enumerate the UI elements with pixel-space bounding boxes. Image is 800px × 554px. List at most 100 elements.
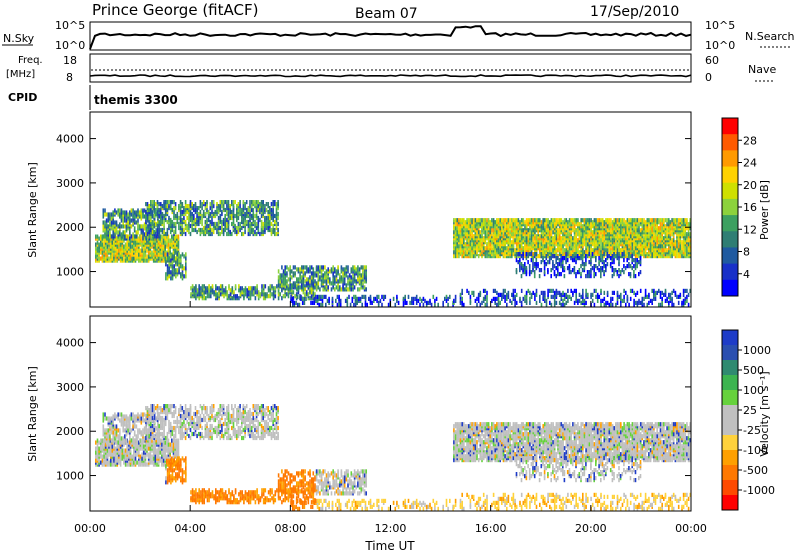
power-cell bbox=[452, 300, 454, 305]
power-cell bbox=[419, 296, 421, 301]
power-cell bbox=[477, 242, 480, 247]
power-cell bbox=[651, 218, 653, 223]
beam-title: Beam 07 bbox=[355, 6, 418, 22]
power-cell bbox=[107, 224, 110, 229]
power-cell bbox=[245, 200, 248, 205]
power-cell bbox=[458, 244, 460, 249]
power-cell bbox=[241, 207, 243, 213]
power-cell bbox=[292, 271, 295, 276]
power-cell bbox=[138, 210, 141, 215]
power-cell bbox=[305, 265, 308, 270]
power-cell bbox=[504, 218, 506, 223]
power-cell bbox=[262, 225, 264, 231]
power-cell bbox=[491, 222, 493, 227]
power-cell bbox=[540, 220, 543, 225]
power-cell bbox=[131, 256, 133, 261]
power-cell bbox=[211, 215, 213, 221]
power-cell bbox=[596, 250, 599, 255]
power-cell bbox=[558, 218, 561, 223]
power-cell bbox=[168, 215, 170, 221]
power-cell bbox=[631, 246, 634, 251]
power-cell bbox=[344, 298, 347, 303]
power-cell bbox=[568, 232, 571, 237]
power-cell bbox=[163, 219, 165, 225]
power-cell bbox=[204, 202, 207, 207]
power-cell bbox=[194, 227, 197, 233]
power-cell bbox=[181, 209, 184, 215]
power-cell bbox=[422, 296, 425, 301]
power-cell bbox=[659, 224, 662, 229]
power-cell bbox=[681, 246, 683, 251]
power-cell bbox=[211, 284, 214, 289]
power-cell bbox=[506, 224, 508, 229]
power-cell bbox=[522, 218, 525, 223]
power-cell bbox=[553, 264, 556, 269]
power-cell bbox=[122, 230, 124, 235]
power-cell bbox=[532, 256, 534, 261]
power-cell bbox=[379, 298, 382, 303]
power-cell bbox=[138, 224, 141, 229]
power-cell bbox=[303, 300, 306, 305]
power-cell bbox=[456, 222, 458, 227]
power-cell bbox=[547, 260, 549, 265]
power-cell bbox=[124, 224, 126, 229]
power-cell bbox=[464, 232, 467, 237]
power-cell bbox=[656, 236, 658, 241]
power-cell bbox=[160, 202, 162, 207]
power-cell bbox=[204, 219, 207, 225]
power-cell bbox=[447, 296, 449, 301]
power-cell bbox=[555, 266, 557, 271]
power-cell bbox=[562, 232, 564, 237]
power-cell bbox=[117, 224, 119, 229]
power-cell bbox=[138, 236, 140, 241]
power-cell bbox=[342, 277, 344, 282]
power-cell bbox=[648, 234, 650, 239]
power-cell bbox=[284, 281, 286, 286]
power-cell bbox=[348, 294, 350, 299]
power-cell bbox=[334, 279, 336, 284]
power-cell bbox=[229, 215, 231, 221]
power-cell bbox=[146, 202, 149, 207]
power-cell bbox=[301, 279, 303, 284]
power-cell bbox=[181, 202, 184, 207]
power-cell bbox=[329, 277, 331, 282]
power-cell bbox=[535, 258, 538, 263]
power-cell bbox=[638, 218, 640, 223]
power-cell bbox=[179, 209, 182, 215]
power-cell bbox=[161, 211, 164, 217]
power-cell bbox=[137, 208, 139, 213]
power-cell bbox=[212, 211, 215, 217]
power-cell bbox=[547, 246, 549, 251]
power-cell bbox=[600, 218, 602, 223]
power-cell bbox=[145, 209, 147, 215]
power-cell bbox=[284, 269, 286, 274]
power-cell bbox=[330, 281, 333, 286]
power-cell bbox=[227, 211, 230, 217]
power-cell bbox=[310, 290, 313, 295]
power-echo-cells bbox=[95, 200, 691, 307]
power-cell bbox=[479, 230, 482, 235]
power-cell bbox=[252, 227, 255, 233]
power-cell bbox=[174, 221, 177, 227]
power-cell bbox=[201, 206, 203, 211]
power-cell bbox=[196, 288, 199, 293]
power-cell bbox=[335, 277, 338, 282]
power-cell bbox=[246, 288, 248, 293]
power-cell bbox=[257, 215, 260, 221]
power-cell bbox=[381, 302, 383, 307]
power-cell bbox=[335, 298, 337, 303]
power-cell bbox=[318, 294, 320, 299]
power-cell bbox=[648, 218, 650, 223]
power-cell bbox=[237, 202, 240, 207]
power-cell bbox=[339, 298, 342, 303]
nsky-label: N.Sky bbox=[3, 32, 35, 45]
power-cell bbox=[148, 215, 150, 221]
power-cell bbox=[109, 230, 111, 235]
power-cell bbox=[148, 221, 150, 227]
power-cell bbox=[166, 234, 168, 239]
power-cell bbox=[307, 267, 310, 272]
power-cell bbox=[171, 264, 174, 269]
power-cell bbox=[191, 211, 193, 217]
power-cell bbox=[232, 219, 235, 225]
